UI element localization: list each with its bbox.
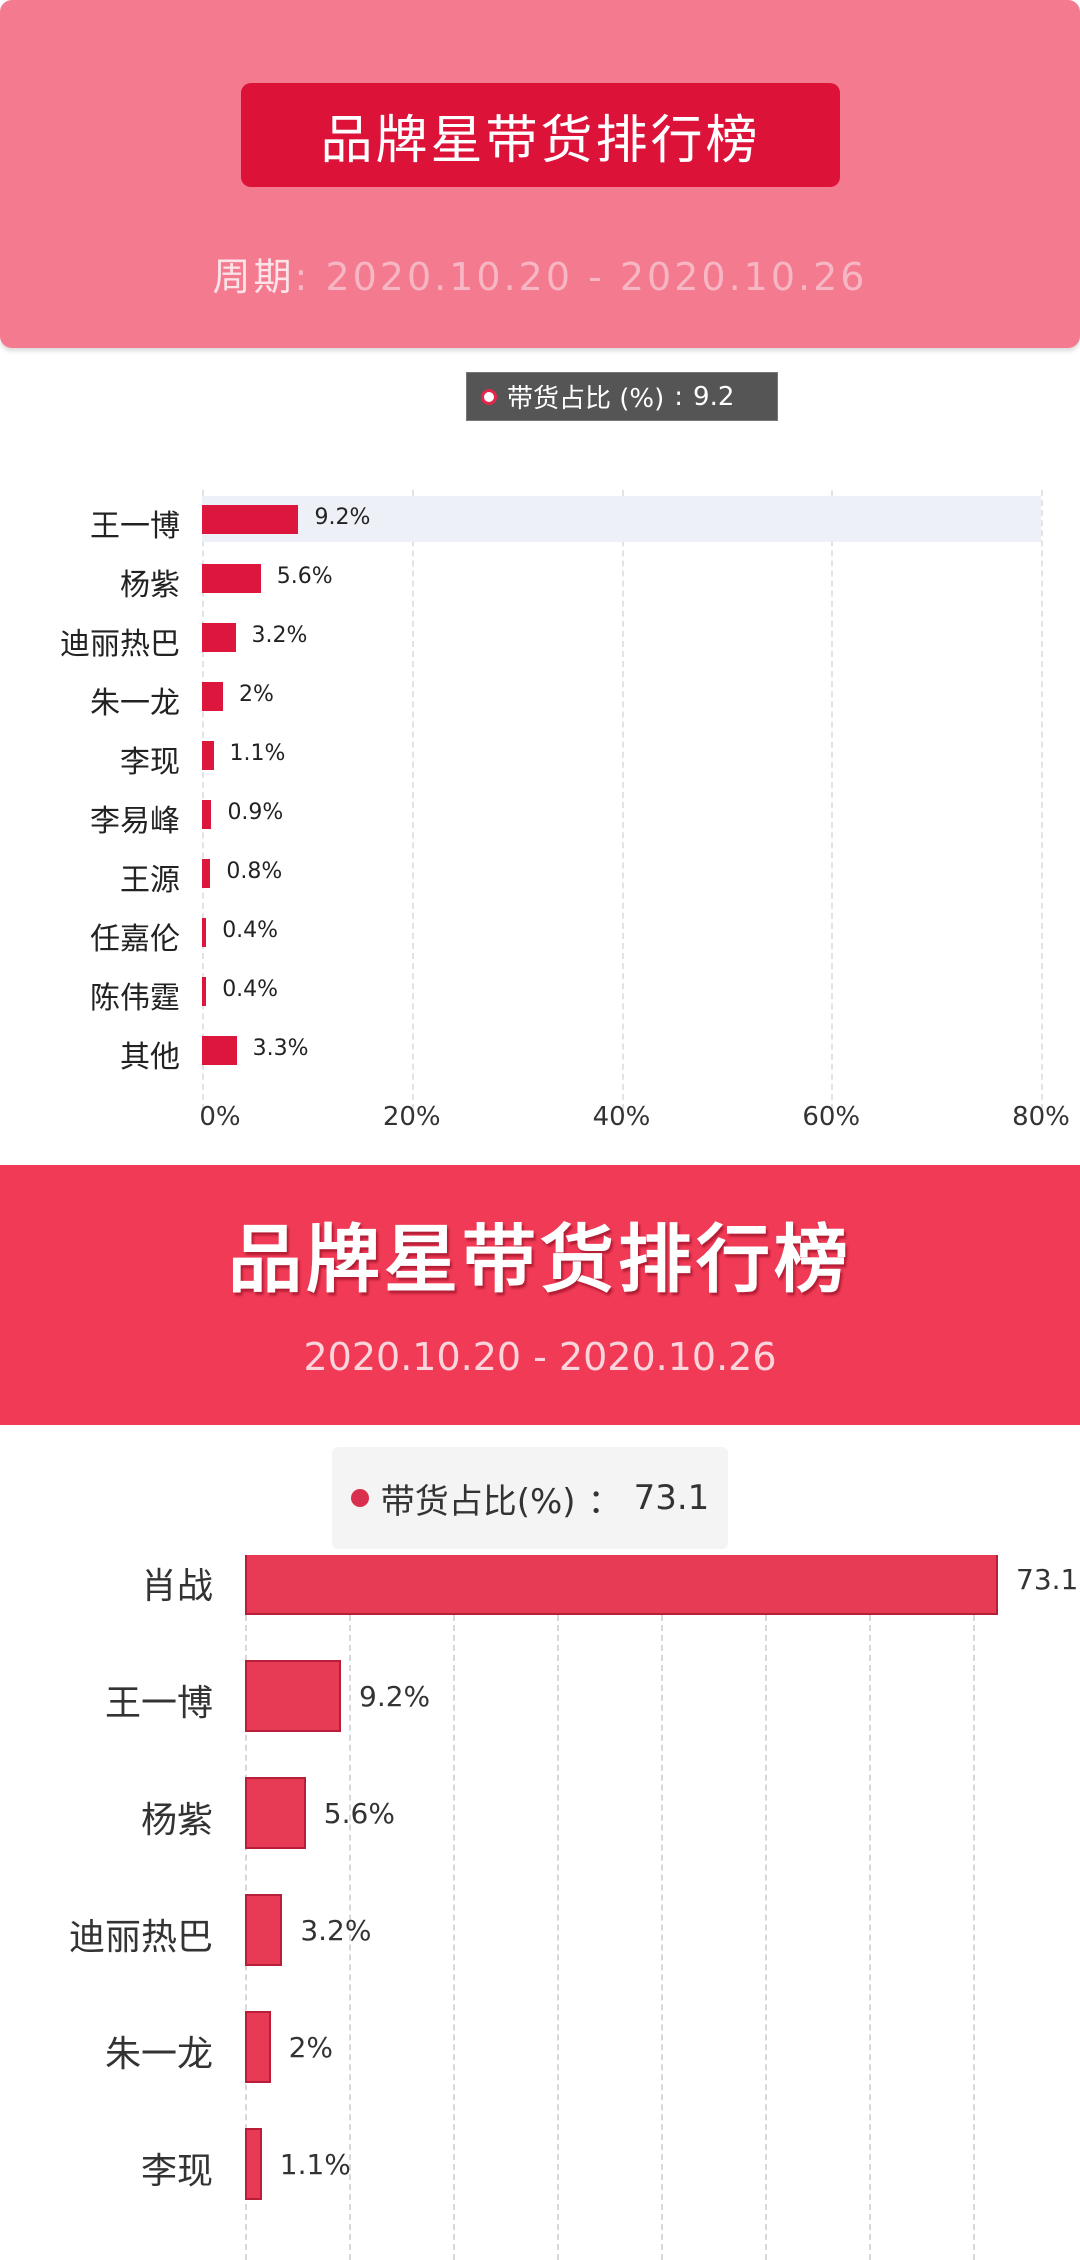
bar — [245, 2011, 271, 2083]
period-label: 周期 — [212, 255, 295, 299]
period-value-2: 2020.10.20 - 2020.10.26 — [303, 1335, 777, 1379]
category-label: 杨紫 — [140, 1800, 213, 1841]
gridline — [973, 1555, 975, 2260]
highlight-band — [202, 496, 1041, 542]
bar — [202, 1035, 237, 1065]
tooltip-sep: : — [674, 381, 684, 412]
bar — [245, 1894, 283, 1966]
period-value: 2020.10.20 - 2020.10.26 — [325, 255, 868, 299]
category-label: 王一博 — [90, 509, 180, 544]
series-marker-icon — [481, 388, 497, 405]
bar — [202, 563, 261, 593]
category-label: 李现 — [140, 2151, 213, 2192]
series-marker-icon — [350, 1489, 369, 1507]
chart-title-2: 品牌星带货排行榜 — [228, 1217, 852, 1303]
bar — [245, 1660, 342, 1732]
bar — [245, 1777, 306, 1849]
category-label: 肖战 — [140, 1566, 213, 1607]
value-label: 1.1% — [279, 2148, 351, 2181]
value-label: 9.2% — [359, 1680, 431, 1713]
tooltip-sep-2: ： — [587, 1481, 622, 1522]
tooltip-value-2: 73.1 — [633, 1478, 710, 1518]
gridline — [411, 490, 414, 1110]
gridline — [1041, 490, 1043, 1110]
tooltip-2: 带货占比(%) ： 73.1 — [332, 1447, 728, 1549]
category-label: 王一博 — [104, 1683, 213, 1724]
x-tick-label: 40% — [592, 1102, 651, 1132]
gridline — [661, 1555, 663, 2260]
category-label: 李易峰 — [90, 804, 180, 839]
gridline — [621, 490, 624, 1110]
category-label: 李现 — [120, 745, 180, 780]
value-label: 73.1% — [1016, 1563, 1080, 1596]
value-label: 3.2% — [251, 623, 308, 648]
bar — [202, 740, 214, 770]
category-label: 迪丽热巴 — [68, 1917, 213, 1958]
header-banner: 品牌星带货排行榜 周期: 2020.10.20 - 2020.10.26 — [0, 0, 1080, 348]
category-label: 迪丽热巴 — [60, 627, 180, 662]
tooltip-series: 带货占比 (%) — [507, 384, 665, 414]
value-label: 5.6% — [323, 1797, 395, 1830]
gridline — [869, 1555, 871, 2260]
tooltip-series-2: 带货占比(%) — [380, 1481, 576, 1522]
value-label: 5.6% — [276, 564, 333, 589]
bar — [202, 976, 207, 1006]
bar — [245, 2128, 262, 2200]
value-label: 2% — [288, 2031, 333, 2064]
category-label: 杨紫 — [120, 568, 180, 603]
chart-title: 品牌星带货排行榜 — [241, 83, 840, 187]
bar — [202, 504, 299, 534]
value-label: 0.8% — [226, 859, 283, 884]
category-label: 其他 — [120, 1040, 180, 1075]
header-banner-2: 品牌星带货排行榜 2020.10.20 - 2020.10.26 — [0, 1165, 1080, 1425]
period-text: 周期: 2020.10.20 - 2020.10.26 — [0, 246, 1080, 301]
bar — [202, 681, 223, 711]
value-label: 2% — [238, 682, 274, 707]
gridline — [831, 490, 834, 1110]
bar — [202, 858, 211, 888]
value-label: 3.3% — [252, 1036, 309, 1061]
bar — [245, 1555, 998, 1615]
x-tick-label: 0% — [199, 1102, 241, 1132]
category-label: 陈伟霆 — [90, 981, 180, 1016]
value-label: 3.2% — [300, 1914, 372, 1947]
bar-chart-1: 0% 20% 40% 60% 80% 王一博 9.2% 杨紫 5.6% 迪丽热巴 3.2% 朱一龙 2%… — [0, 470, 1080, 1150]
bar-chart-2: 肖战 73.1% 王一博 9.2% 杨紫 5.6% 迪丽热巴 3.2% 朱一龙 2% 李现 1.1% — [0, 1555, 1080, 2260]
gridline — [765, 1555, 767, 2260]
value-label: 0.9% — [227, 800, 284, 825]
value-label: 0.4% — [222, 918, 279, 943]
x-tick-label: 80% — [1012, 1102, 1070, 1132]
tooltip: 带货占比 (%) : 9.2 — [466, 372, 778, 421]
bar — [202, 622, 236, 652]
category-label: 王源 — [120, 863, 180, 898]
gridline — [557, 1555, 559, 2260]
category-label: 朱一龙 — [104, 2034, 213, 2075]
gridline — [349, 1555, 351, 2260]
category-label: 任嘉伦 — [90, 922, 180, 957]
bar — [202, 799, 212, 829]
bar — [202, 917, 207, 947]
category-label: 朱一龙 — [90, 686, 180, 721]
gridline — [453, 1555, 455, 2260]
value-label: 1.1% — [229, 741, 286, 766]
value-label: 0.4% — [222, 977, 279, 1002]
x-tick-label: 60% — [802, 1102, 861, 1132]
x-tick-label: 20% — [382, 1102, 441, 1132]
tooltip-value: 9.2 — [693, 381, 735, 412]
period-separator: : — [294, 255, 326, 299]
value-label: 9.2% — [314, 505, 371, 530]
